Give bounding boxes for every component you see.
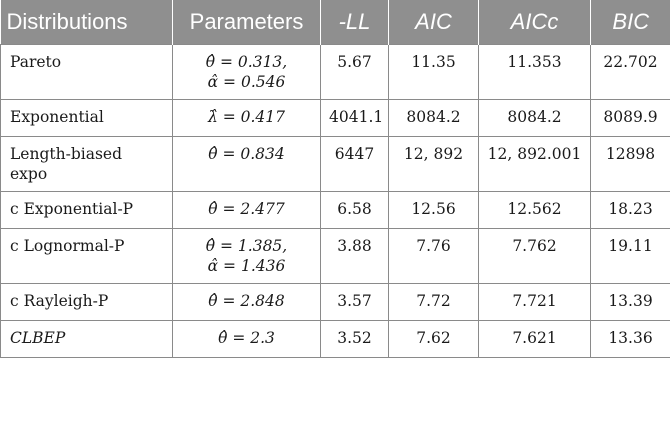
row-aicc: 7.762 [478, 228, 591, 284]
table-row: Pareto θ̂ = 0.313, α̂ = 0.546 5.67 11.35 … [0, 44, 670, 100]
table-row: Length-biased expo θ̂ = 0.834 6447 12, 8… [0, 136, 670, 192]
row-params: θ̂ = 1.385, α̂ = 1.436 [172, 228, 321, 284]
table-row: c Lognormal-P θ̂ = 1.385, α̂ = 1.436 3.88… [0, 228, 670, 284]
header-aicc: AICc [478, 0, 591, 45]
row-params: θ̂ = 0.313, α̂ = 0.546 [172, 44, 321, 100]
header-aic: AIC [388, 0, 479, 45]
row-aic: 12, 892 [388, 136, 479, 192]
row-ll: 3.52 [320, 320, 389, 358]
row-ll: 4041.1 [320, 99, 389, 137]
row-params: θ̂ = 0.834 [172, 136, 321, 192]
row-bic: 8089.9 [590, 99, 670, 137]
table-body: Pareto θ̂ = 0.313, α̂ = 0.546 5.67 11.35 … [0, 44, 670, 358]
row-name: c Rayleigh-P [0, 283, 173, 321]
row-ll: 3.57 [320, 283, 389, 321]
param-line: α̂ = 1.436 [207, 257, 286, 275]
table-row: Exponential λ̂ = 0.417 4041.1 8084.2 808… [0, 99, 670, 137]
row-name: c Exponential-P [0, 191, 173, 229]
row-name: Length-biased expo [0, 136, 173, 192]
table-row: c Rayleigh-P θ̂ = 2.848 3.57 7.72 7.721 … [0, 283, 670, 321]
row-bic: 13.36 [590, 320, 670, 358]
param-line: θ̂ = 0.834 [208, 145, 285, 163]
row-params: θ̂ = 2.3 [172, 320, 321, 358]
row-bic: 18.23 [590, 191, 670, 229]
header-row: Distributions Parameters -LL AIC AICc BI… [0, 0, 670, 45]
row-bic: 19.11 [590, 228, 670, 284]
param-line: θ̂ = 2.848 [208, 292, 285, 310]
row-params: θ̂ = 2.477 [172, 191, 321, 229]
param-line: θ̂ = 2.477 [208, 200, 285, 218]
row-ll: 3.88 [320, 228, 389, 284]
row-name: c Lognormal-P [0, 228, 173, 284]
row-name: CLBEP [0, 320, 173, 358]
row-ll: 6447 [320, 136, 389, 192]
row-aicc: 12, 892.001 [478, 136, 591, 192]
row-bic: 13.39 [590, 283, 670, 321]
row-aicc: 8084.2 [478, 99, 591, 137]
table-header: Distributions Parameters -LL AIC AICc BI… [0, 0, 670, 45]
param-line: λ̂ = 0.417 [207, 108, 286, 126]
row-name: Exponential [0, 99, 173, 137]
header-bic: BIC [590, 0, 670, 45]
row-params: θ̂ = 2.848 [172, 283, 321, 321]
row-aicc: 11.353 [478, 44, 591, 100]
row-aic: 12.56 [388, 191, 479, 229]
row-aic: 7.62 [388, 320, 479, 358]
header-distributions: Distributions [0, 0, 173, 45]
row-aic: 7.76 [388, 228, 479, 284]
param-line: θ̂ = 1.385, [205, 237, 288, 255]
row-aicc: 7.721 [478, 283, 591, 321]
row-aicc: 7.621 [478, 320, 591, 358]
header-ll: -LL [320, 0, 389, 45]
row-ll: 5.67 [320, 44, 389, 100]
row-aicc: 12.562 [478, 191, 591, 229]
table-row: CLBEP θ̂ = 2.3 3.52 7.62 7.621 13.36 [0, 320, 670, 358]
row-bic: 22.702 [590, 44, 670, 100]
param-line: θ̂ = 2.3 [218, 329, 275, 347]
row-aic: 11.35 [388, 44, 479, 100]
row-bic: 12898 [590, 136, 670, 192]
table-row: c Exponential-P θ̂ = 2.477 6.58 12.56 12… [0, 191, 670, 229]
row-aic: 7.72 [388, 283, 479, 321]
row-params: λ̂ = 0.417 [172, 99, 321, 137]
param-line: α̂ = 0.546 [207, 73, 286, 91]
header-parameters: Parameters [172, 0, 321, 45]
row-ll: 6.58 [320, 191, 389, 229]
row-aic: 8084.2 [388, 99, 479, 137]
row-name: Pareto [0, 44, 173, 100]
distribution-comparison-table: Distributions Parameters -LL AIC AICc BI… [0, 0, 670, 358]
param-line: θ̂ = 0.313, [205, 53, 288, 71]
